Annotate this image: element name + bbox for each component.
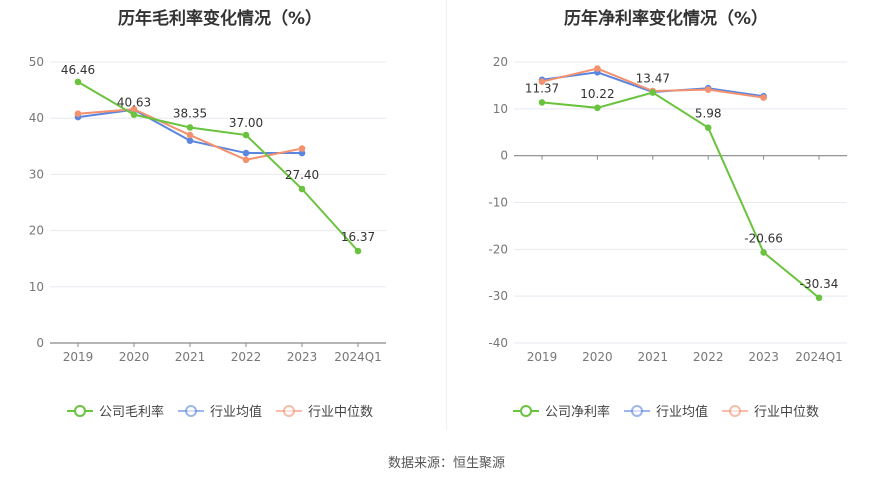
- data-point[interactable]: [298, 185, 306, 193]
- data-label: 38.35: [173, 106, 207, 120]
- legend-item[interactable]: 行业均值: [623, 401, 708, 420]
- data-label: 37.00: [229, 116, 263, 130]
- data-label: -20.66: [744, 231, 783, 245]
- y-tick-label: 40: [29, 111, 44, 125]
- chart-legend: 公司净利率 行业均值 行业中位数: [446, 401, 886, 420]
- y-tick-label: -10: [488, 196, 508, 210]
- legend-item[interactable]: 行业均值: [177, 401, 262, 420]
- y-tick-label: 20: [493, 55, 508, 69]
- x-tick-label: 2019: [63, 350, 94, 364]
- series-line-公司毛利率: [77, 81, 359, 252]
- legend-label: 行业均值: [655, 405, 708, 420]
- x-tick-label: 2023: [748, 350, 779, 364]
- data-point[interactable]: [594, 104, 601, 112]
- data-label: -30.34: [800, 277, 839, 291]
- data-label: 46.46: [61, 63, 95, 77]
- x-tick-label: 2024Q1: [334, 350, 382, 364]
- data-point[interactable]: [760, 249, 767, 256]
- legend-marker-icon: [177, 404, 204, 417]
- data-point[interactable]: [594, 65, 601, 72]
- y-tick-label: -30: [488, 289, 508, 303]
- data-label: 10.22: [580, 87, 614, 101]
- legend-marker-icon: [512, 404, 539, 417]
- legend-marker-icon: [623, 404, 650, 417]
- data-label: 11.37: [525, 81, 559, 95]
- x-tick-label: 2023: [287, 350, 318, 364]
- data-point[interactable]: [74, 110, 82, 118]
- data-point[interactable]: [186, 137, 194, 144]
- panel-divider: [446, 0, 447, 430]
- data-point[interactable]: [704, 86, 712, 93]
- legend-marker-icon: [722, 404, 748, 417]
- data-point[interactable]: [354, 247, 362, 255]
- data-point[interactable]: [298, 145, 306, 152]
- x-tick-label: 2020: [582, 350, 613, 364]
- chart-legend: 公司毛利率 行业均值 行业中位数: [0, 401, 440, 420]
- data-label: 27.40: [285, 168, 319, 182]
- y-tick-label: -40: [488, 336, 508, 350]
- data-point[interactable]: [242, 156, 250, 164]
- data-point[interactable]: [242, 149, 250, 157]
- y-tick-label: 0: [500, 149, 508, 163]
- x-tick-label: 2024Q1: [795, 350, 843, 364]
- data-point[interactable]: [186, 124, 194, 131]
- data-point[interactable]: [186, 131, 194, 139]
- legend-item[interactable]: 公司净利率: [512, 401, 610, 420]
- data-point[interactable]: [760, 94, 767, 101]
- y-tick-label: 20: [29, 224, 44, 238]
- data-point[interactable]: [815, 294, 823, 302]
- x-tick-label: 2021: [638, 350, 669, 364]
- legend-label: 公司毛利率: [98, 405, 164, 420]
- y-tick-label: 10: [29, 280, 44, 294]
- legend-marker-icon: [66, 404, 93, 417]
- data-point[interactable]: [538, 99, 546, 106]
- x-tick-label: 2021: [175, 350, 206, 364]
- gross-margin-chart-panel: 历年毛利率变化情况（%） 0 10 20 30 40 50 2019 2020 2021 2022…: [0, 0, 440, 440]
- x-tick-label: 2022: [693, 350, 724, 364]
- chart-title: 历年毛利率变化情况（%）: [117, 9, 323, 29]
- series-line-公司净利率: [541, 91, 820, 299]
- data-point[interactable]: [704, 124, 712, 131]
- gross-margin-chart: 0 10 20 30 40 50 2019 2020 2021 2022 2023 2024Q1 46.…: [29, 55, 386, 364]
- legend-label: 公司净利率: [544, 405, 610, 420]
- data-label: 5.98: [695, 107, 722, 121]
- data-source-note: 数据来源：恒生聚源: [387, 456, 505, 471]
- data-point[interactable]: [74, 78, 82, 86]
- x-tick-label: 2020: [119, 350, 150, 364]
- data-label: 40.63: [117, 96, 151, 110]
- data-label: 16.37: [341, 230, 375, 244]
- data-point[interactable]: [538, 78, 546, 85]
- y-tick-label: 0: [36, 336, 44, 350]
- net-margin-chart: -40 -30 -20 -10 0 10 20 2019 2020 2021 2022 2023 202…: [488, 55, 847, 364]
- data-point[interactable]: [242, 131, 250, 139]
- legend-label: 行业中位数: [308, 405, 374, 420]
- data-label: 13.47: [636, 72, 670, 86]
- legend-marker-icon: [276, 404, 302, 417]
- data-point[interactable]: [649, 89, 657, 96]
- legend-item[interactable]: 公司毛利率: [66, 401, 164, 420]
- legend-item[interactable]: 行业中位数: [722, 401, 819, 420]
- chart-title: 历年净利率变化情况（%）: [563, 9, 769, 29]
- net-margin-chart-panel: 历年净利率变化情况（%） -40 -30 -20 -10 0 10 20 2019 2020 20…: [446, 0, 886, 440]
- data-point[interactable]: [130, 111, 138, 118]
- x-tick-label: 2022: [231, 350, 262, 364]
- x-tick-label: 2019: [527, 350, 558, 364]
- legend-label: 行业中位数: [754, 405, 820, 420]
- y-tick-label: 50: [29, 55, 44, 69]
- legend-item[interactable]: 行业中位数: [276, 401, 373, 420]
- y-tick-label: 30: [29, 167, 44, 181]
- y-tick-label: 10: [493, 102, 508, 116]
- y-tick-label: -20: [488, 242, 508, 256]
- legend-label: 行业均值: [209, 405, 262, 420]
